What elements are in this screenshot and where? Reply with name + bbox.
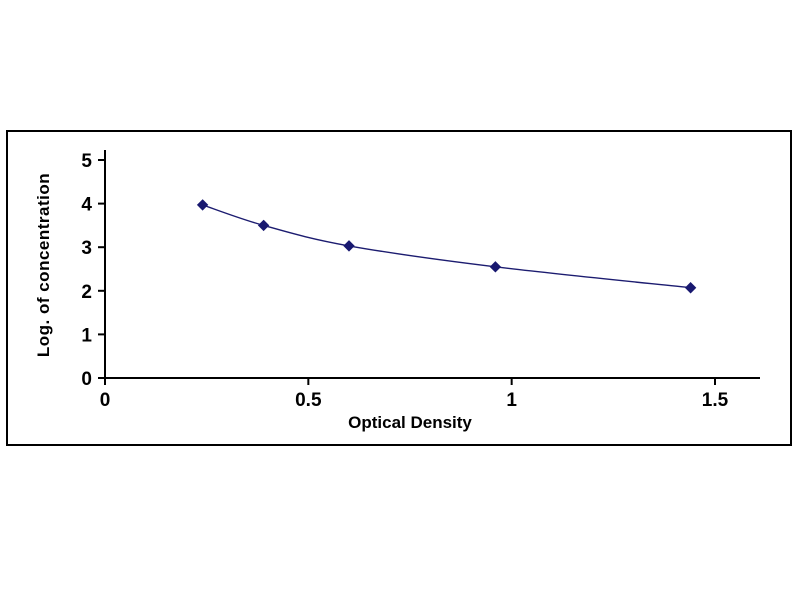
data-point-marker: [489, 261, 502, 273]
data-point-marker: [196, 199, 209, 211]
x-tick-label: 1: [506, 390, 517, 411]
y-tick-label: 2: [81, 282, 92, 303]
data-point-marker: [257, 219, 270, 232]
y-tick-label: 3: [81, 238, 92, 259]
standard-curve-chart: 0 1 2 3 4 5 0 0.5 1 1.5: [81, 150, 760, 411]
curve-line: [202, 204, 691, 289]
y-tick-label: 5: [81, 151, 92, 172]
x-tick-label: 0.5: [295, 390, 322, 411]
x-tick-label: 1.5: [702, 390, 729, 411]
chart-frame: 0 1 2 3 4 5 0 0.5 1 1.5 Log. of concentration Opt…: [6, 130, 792, 446]
data-point-marker: [684, 282, 697, 294]
y-tick-label: 4: [81, 195, 92, 216]
x-tick-label: 0: [100, 390, 111, 411]
y-tick-label: 0: [81, 369, 92, 390]
x-axis-label: Optical Density: [348, 413, 472, 432]
data-point-marker: [343, 240, 355, 252]
y-axis-label: Log. of concentration: [34, 172, 53, 358]
y-tick-label: 1: [81, 325, 92, 346]
